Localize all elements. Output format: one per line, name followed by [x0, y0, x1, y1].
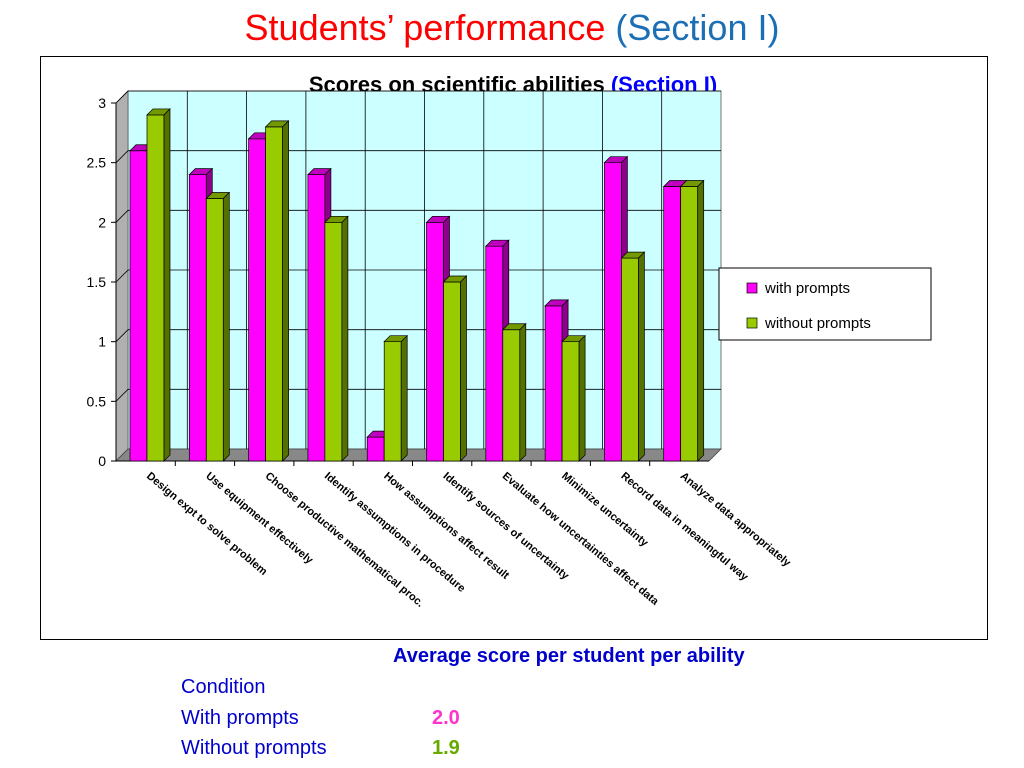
- y-tick-label: 1: [98, 334, 106, 350]
- bar-front: [383, 341, 402, 462]
- y-tick-label: 3: [98, 95, 106, 111]
- x-tick-label: Use equipment effectively: [203, 470, 315, 567]
- without-prompts-value: 1.9: [432, 737, 460, 759]
- bar-front: [680, 186, 699, 462]
- y-tick-label: 2: [98, 214, 106, 230]
- bar-side: [400, 334, 408, 462]
- legend-label: with prompts: [764, 280, 850, 297]
- legend: with prompts without prompts: [718, 267, 932, 341]
- bar-side: [638, 251, 645, 462]
- x-tick-label: Analyze data appropriately: [678, 470, 794, 570]
- bar: [442, 275, 468, 462]
- bar-front: [502, 329, 521, 462]
- bar: [501, 322, 527, 462]
- bar-side: [222, 191, 230, 462]
- bar-front: [205, 198, 224, 462]
- bar-side: [578, 334, 586, 462]
- chart-frame: Scores on scientific abilities (Section …: [40, 56, 988, 640]
- bar-front: [324, 221, 343, 462]
- bar-side: [519, 322, 527, 462]
- bar: [324, 215, 349, 462]
- gridline-side: [115, 269, 129, 283]
- y-tick-label: 2.5: [87, 155, 107, 171]
- slide-title-main: Students’ performance: [244, 7, 616, 48]
- bar-front: [366, 436, 385, 462]
- bar-front: [621, 257, 639, 462]
- bar: [620, 251, 646, 462]
- bar-front: [248, 138, 266, 462]
- slide-title-section: (Section I): [615, 7, 780, 48]
- gridline-side: [115, 90, 129, 104]
- y-tick-label: 1.5: [87, 274, 107, 290]
- bar-front: [307, 174, 326, 462]
- bar-front: [663, 186, 682, 462]
- bar-front: [129, 150, 148, 462]
- legend-swatch: [746, 282, 758, 294]
- bar-front: [426, 221, 444, 462]
- gridline-side: [115, 150, 129, 163]
- bar-front: [544, 305, 563, 462]
- y-tick-label: 0: [98, 453, 106, 469]
- x-tick-label: Record data in meaningful way: [618, 470, 750, 584]
- without-prompts-label: Without prompts: [181, 737, 327, 759]
- bar-front: [604, 162, 622, 462]
- with-prompts-value: 2.0: [432, 707, 460, 729]
- gridline-side: [115, 329, 129, 342]
- bar-front: [265, 126, 283, 462]
- legend-label: without prompts: [764, 315, 871, 332]
- bar-front: [443, 281, 461, 462]
- bar-side: [697, 179, 705, 462]
- condition-label: Condition: [181, 676, 266, 698]
- bar: [679, 179, 705, 462]
- bar-chart: Scores on scientific abilities (Section …: [87, 72, 932, 610]
- bar: [561, 334, 586, 462]
- x-tick-label: How assumptions affect result: [381, 470, 511, 582]
- summary-heading: Average score per student per ability: [393, 645, 745, 667]
- bar-front: [561, 341, 580, 462]
- bar-front: [146, 114, 165, 462]
- bar: [383, 334, 409, 462]
- bar: [146, 108, 171, 462]
- bar: [264, 120, 290, 462]
- bar-side: [163, 108, 171, 462]
- gridline-side: [115, 210, 129, 223]
- bar-side: [460, 275, 467, 462]
- bar: [205, 191, 231, 462]
- bar-side: [341, 215, 349, 462]
- bar-front: [485, 245, 504, 462]
- legend-swatch: [746, 317, 758, 329]
- x-tick-label: Identify sources of uncertainty: [441, 470, 572, 583]
- gridline-side: [115, 389, 129, 402]
- x-tick-label: Design expt to solve problem: [144, 470, 269, 578]
- with-prompts-label: With prompts: [181, 707, 299, 729]
- bar-front: [188, 174, 207, 462]
- y-tick-label: 0.5: [87, 393, 107, 409]
- slide-title: Students’ performance (Section I): [0, 4, 1024, 52]
- bar-side: [282, 120, 289, 462]
